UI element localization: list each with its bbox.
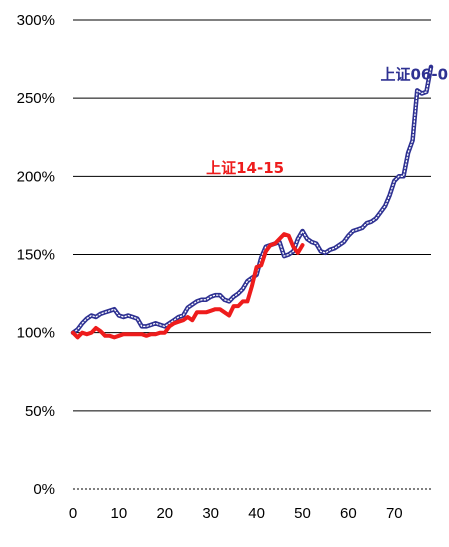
y-axis-tick-labels: 0% 50% 100% 150% 200% 250% 300% — [17, 12, 55, 498]
x-axis-tick-labels: 0 10 20 30 40 50 60 70 — [69, 505, 403, 522]
x-tick-label: 50 — [294, 505, 311, 522]
x-tick-label: 0 — [69, 505, 77, 522]
x-tick-label: 20 — [156, 505, 173, 522]
series-label: 上证14-15 — [206, 159, 284, 177]
y-tick-label: 0% — [33, 481, 55, 498]
x-tick-label: 70 — [386, 505, 403, 522]
y-tick-label: 50% — [25, 403, 55, 420]
x-tick-label: 60 — [340, 505, 357, 522]
y-tick-label: 100% — [17, 325, 55, 342]
gridlines — [73, 19, 431, 490]
y-tick-label: 150% — [17, 247, 55, 264]
series-lines — [70, 64, 434, 340]
y-tick-label: 250% — [17, 90, 55, 107]
x-tick-label: 40 — [248, 505, 265, 522]
series-line-1 — [71, 232, 305, 340]
y-tick-label: 200% — [17, 168, 55, 185]
y-tick-label: 300% — [17, 12, 55, 29]
x-tick-label: 10 — [111, 505, 128, 522]
x-tick-label: 30 — [202, 505, 219, 522]
series-annotations: 上证06-07 上证14-15 — [206, 65, 449, 177]
series-label: 上证06-07 — [381, 65, 449, 83]
